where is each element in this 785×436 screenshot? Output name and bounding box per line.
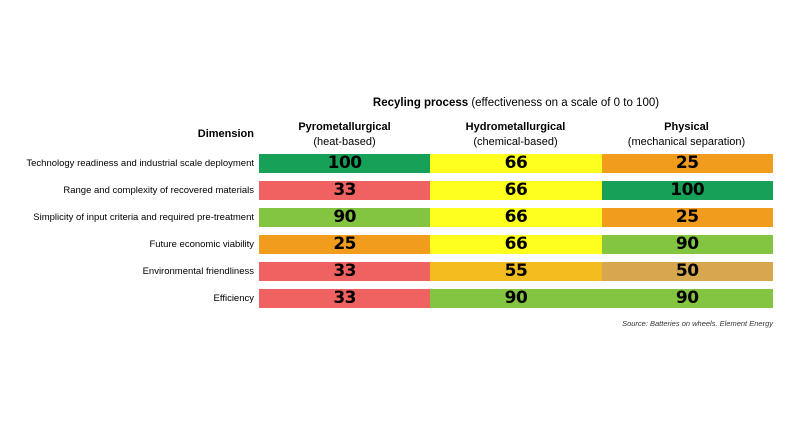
column-header-sub: (heat-based)	[313, 136, 376, 148]
score-cell: 100	[259, 154, 431, 173]
column-header-pyrometallurgical: Pyrometallurgical (heat-based)	[259, 120, 430, 150]
score-cell: 66	[430, 154, 602, 173]
row-label-efficiency: Efficiency	[213, 293, 254, 304]
score-cell: 33	[259, 181, 431, 200]
row-label-environmental-friendliness: Environmental friendliness	[142, 266, 254, 277]
score-cell: 25	[601, 154, 773, 173]
score-cell: 90	[430, 289, 602, 308]
column-header-name: Hydrometallurgical	[465, 121, 566, 133]
score-cell: 25	[601, 208, 773, 227]
row-header-dimension: Dimension	[197, 128, 254, 140]
score-cell: 90	[601, 289, 773, 308]
score-cell: 66	[430, 208, 602, 227]
row-label-technology-readiness: Technology readiness and industrial scal…	[26, 158, 254, 169]
row-label-economic-viability: Future economic viability	[149, 239, 254, 250]
column-header-hydrometallurgical: Hydrometallurgical (chemical-based)	[430, 120, 601, 150]
score-cell: 66	[430, 235, 602, 254]
column-header-name: Physical	[664, 121, 709, 133]
source-note: Source: Batteries on wheels. Element Ene…	[622, 319, 773, 328]
score-cell: 33	[259, 289, 431, 308]
column-header-physical: Physical (mechanical separation)	[601, 120, 772, 150]
column-header-sub: (chemical-based)	[473, 136, 558, 148]
score-cell: 90	[259, 208, 431, 227]
column-header-sub: (mechanical separation)	[627, 136, 746, 148]
score-cell: 33	[259, 262, 431, 281]
score-cell: 55	[430, 262, 602, 281]
score-cell: 66	[430, 181, 602, 200]
supertitle-bold: Recyling process	[372, 97, 469, 109]
row-label-range-complexity: Range and complexity of recovered materi…	[63, 185, 254, 196]
row-label-simplicity-input: Simplicity of input criteria and require…	[33, 212, 254, 223]
score-cell: 50	[601, 262, 773, 281]
score-cell: 90	[601, 235, 773, 254]
score-cell: 25	[259, 235, 431, 254]
column-header-name: Pyrometallurgical	[298, 121, 391, 133]
score-cell: 100	[601, 181, 773, 200]
supertitle-rest: (effectiveness on a scale of 0 to 100)	[468, 97, 660, 109]
chart-supertitle: Recyling process (effectiveness on a sca…	[259, 97, 773, 109]
